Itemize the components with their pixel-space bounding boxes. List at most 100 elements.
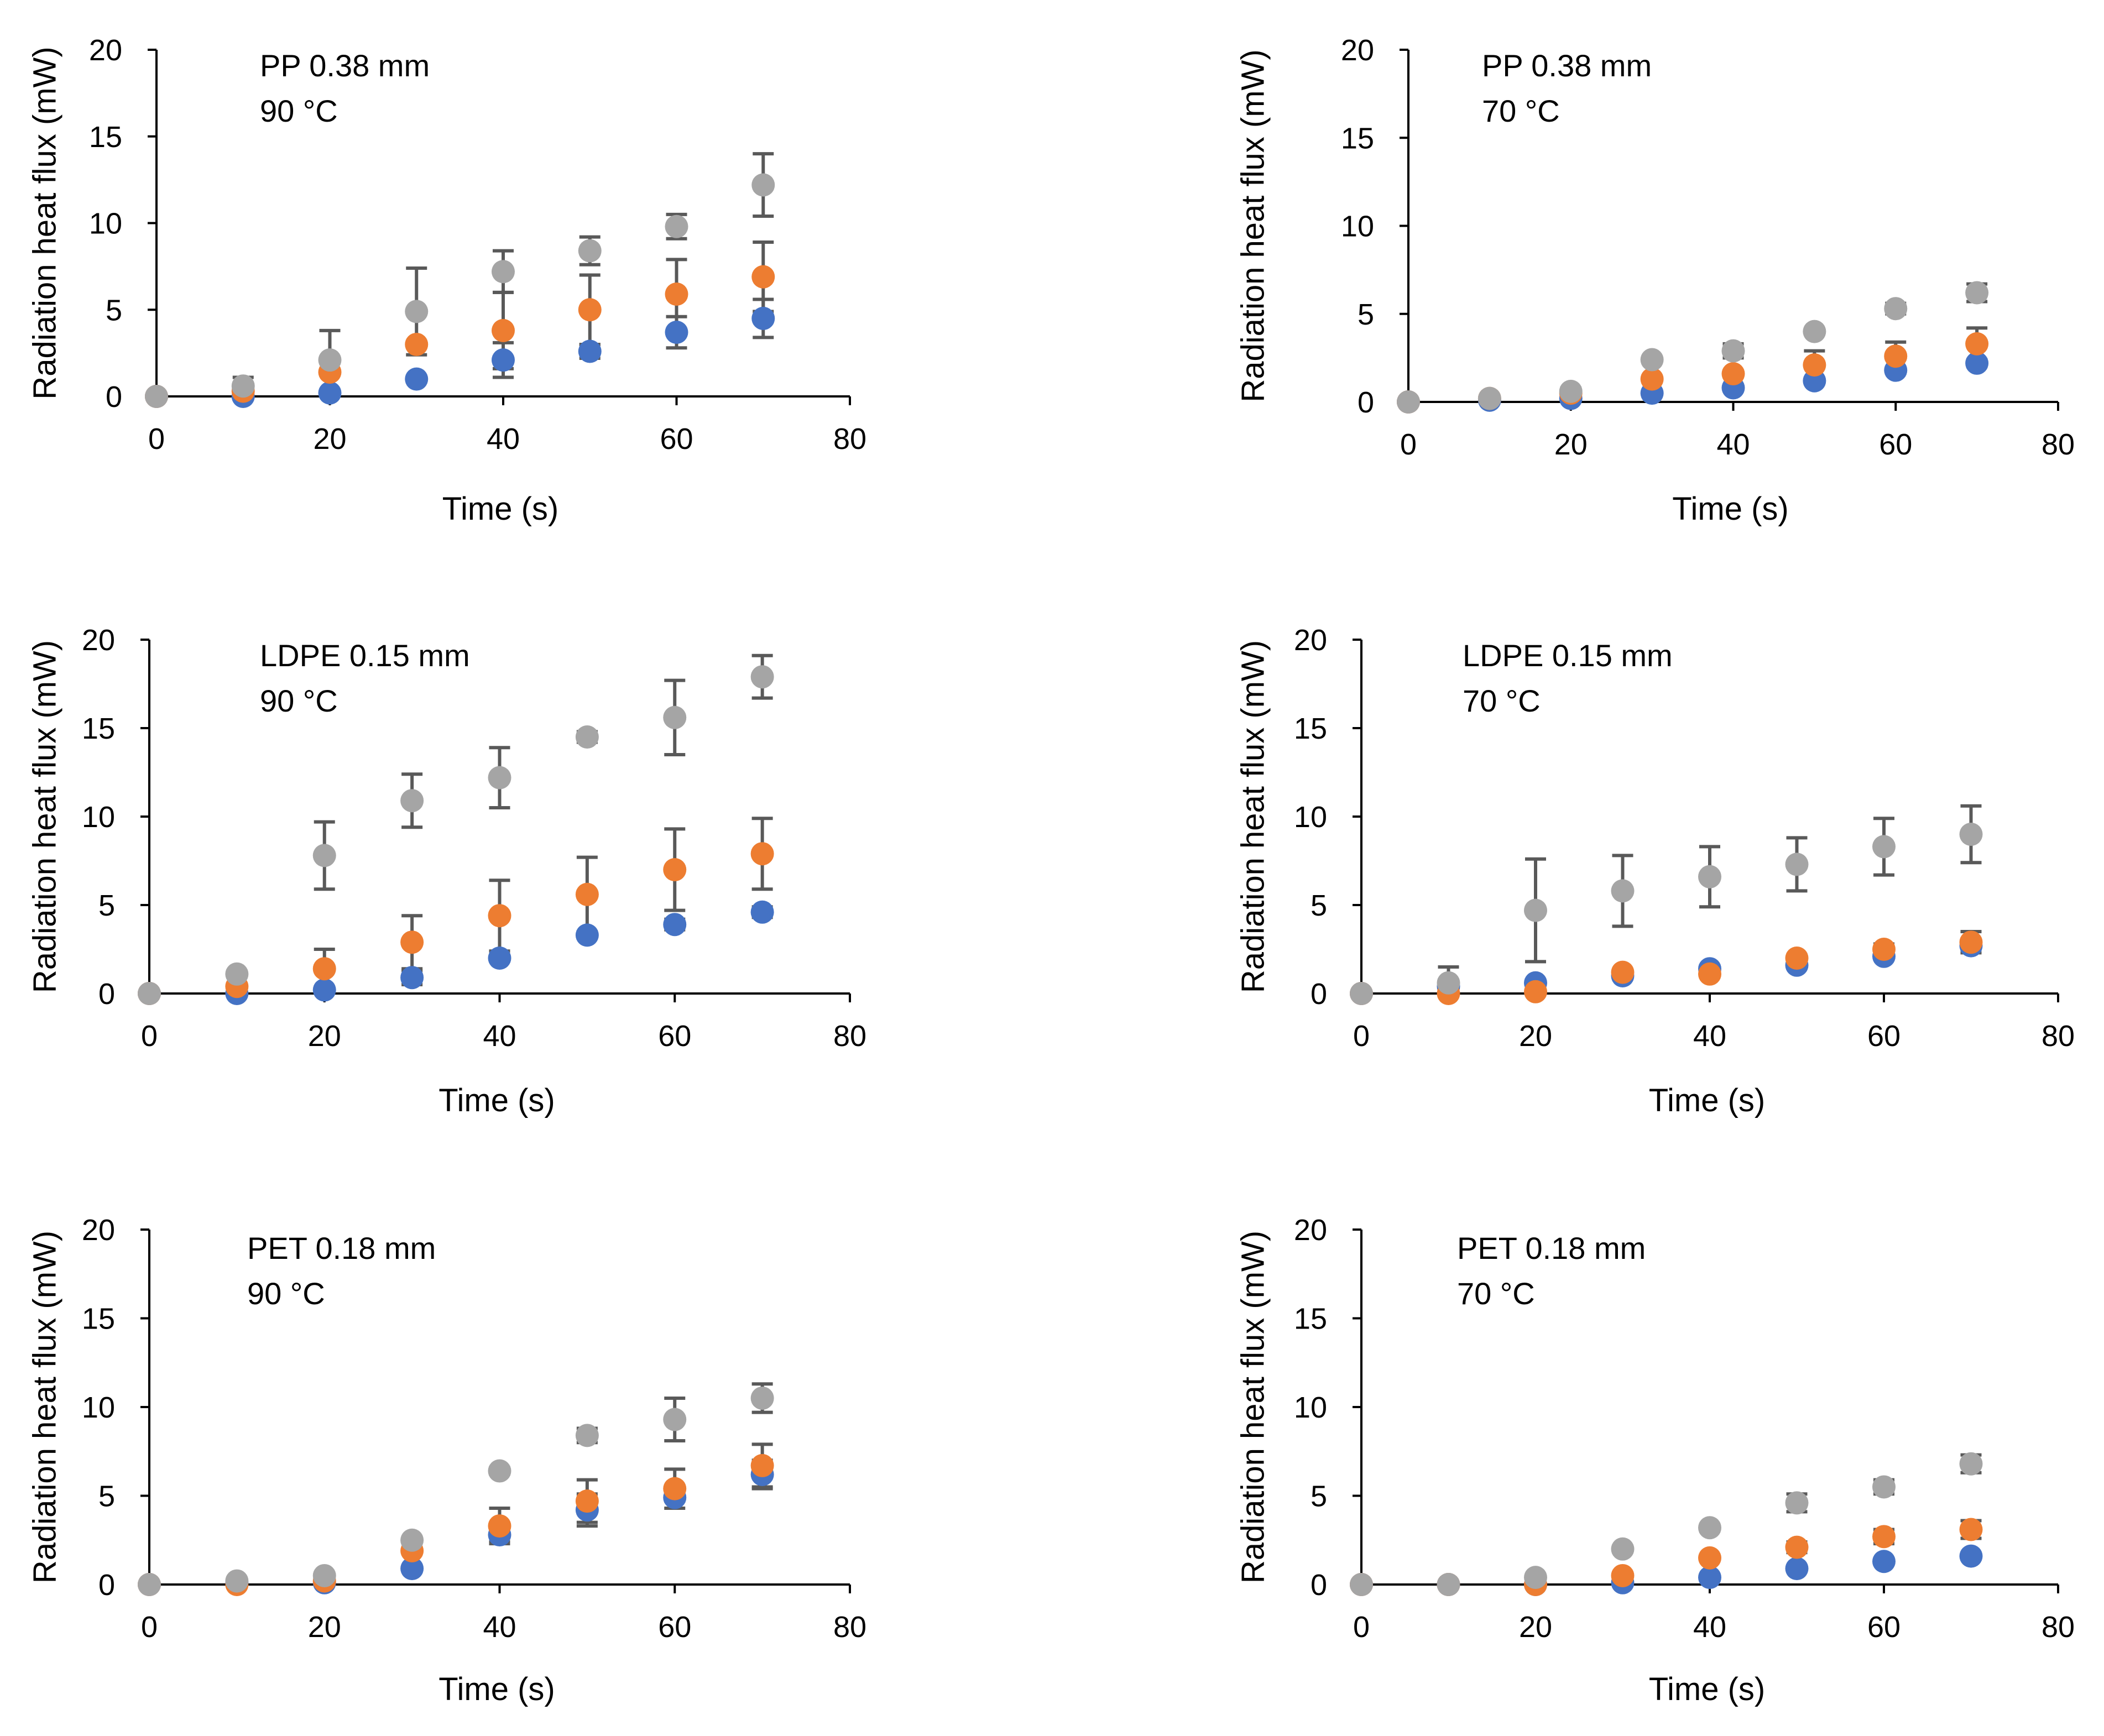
x-tick-label: 40 — [1693, 1610, 1726, 1644]
data-point-gray — [1872, 835, 1896, 859]
x-tick-label: 0 — [141, 1610, 158, 1644]
data-point-gray — [1884, 297, 1908, 321]
data-point-gray — [225, 1569, 249, 1593]
data-point-gray — [1640, 348, 1664, 372]
data-point-gray — [1698, 865, 1721, 888]
x-tick-label: 60 — [658, 1610, 691, 1644]
data-point-orange — [1959, 1518, 1983, 1541]
data-point-gray — [750, 665, 774, 689]
data-point-gray — [312, 1564, 336, 1587]
panel-temperature-label: 70 °C — [1482, 93, 1560, 128]
data-point-gray — [1437, 971, 1460, 995]
data-point-gray — [750, 1386, 774, 1410]
x-axis-title: Time (s) — [1649, 1671, 1765, 1707]
y-axis-title: Radiation heat flux (mW) — [1235, 49, 1271, 402]
data-point-gray — [1478, 386, 1501, 410]
y-tick-label: 10 — [1294, 1391, 1327, 1424]
data-point-orange — [1611, 1564, 1635, 1587]
data-point-blue — [750, 900, 774, 924]
panel-temperature-label: 70 °C — [1463, 683, 1541, 718]
x-tick-label: 80 — [833, 1019, 866, 1053]
data-point-orange — [488, 1514, 511, 1538]
data-point-gray — [1959, 1452, 1983, 1476]
x-tick-label: 60 — [1879, 428, 1912, 461]
data-point-blue — [1872, 1550, 1896, 1573]
x-tick-label: 20 — [1519, 1019, 1552, 1053]
panel-temperature-label: 90 °C — [247, 1276, 325, 1311]
chart-panel: 0 5 10 15 20 0 20 40 60 80 Time (s) Radiation heat … — [1235, 34, 2075, 527]
x-tick-label: 80 — [833, 1610, 866, 1644]
data-point-gray — [1721, 339, 1745, 363]
data-point-gray — [663, 1408, 687, 1431]
data-point-orange — [751, 265, 775, 289]
chart-panel: 0 5 10 15 20 0 20 40 60 80 Time (s) Radiation heat … — [27, 34, 866, 527]
data-point-gray — [1872, 1475, 1896, 1499]
data-point-orange — [1803, 353, 1826, 377]
x-tick-label: 60 — [1867, 1019, 1901, 1053]
data-point-gray — [492, 260, 515, 284]
data-point-gray — [665, 215, 688, 238]
y-tick-label: 0 — [98, 977, 115, 1011]
data-point-orange — [1785, 1535, 1809, 1559]
data-point-gray — [1397, 390, 1420, 414]
data-point-gray — [231, 374, 255, 398]
data-point-blue — [1959, 1544, 1983, 1568]
y-tick-label: 0 — [106, 380, 122, 414]
panel-material-label: PP 0.38 mm — [1482, 48, 1652, 83]
data-point-gray — [400, 789, 424, 813]
x-tick-label: 40 — [487, 422, 520, 456]
x-tick-label: 60 — [658, 1019, 691, 1053]
data-point-gray — [312, 844, 336, 867]
data-point-gray — [1524, 898, 1547, 922]
panel-material-label: LDPE 0.15 mm — [1463, 638, 1673, 673]
x-tick-label: 80 — [2042, 428, 2075, 461]
data-point-blue — [575, 923, 599, 947]
chart-panel: 0 5 10 15 20 0 20 40 60 80 Time (s) Radiation heat … — [1235, 1214, 2075, 1707]
data-point-gray — [1350, 982, 1373, 1005]
data-point-blue — [1965, 351, 1989, 375]
data-point-gray — [1611, 1537, 1635, 1561]
data-point-gray — [145, 385, 168, 408]
x-tick-label: 80 — [2042, 1610, 2075, 1644]
y-tick-label: 5 — [98, 889, 115, 922]
x-tick-label: 20 — [1554, 428, 1588, 461]
data-point-gray — [578, 239, 602, 263]
data-point-gray — [1611, 879, 1635, 903]
x-tick-label: 40 — [1693, 1019, 1726, 1053]
y-tick-label: 10 — [82, 801, 115, 834]
panel-temperature-label: 90 °C — [260, 93, 338, 128]
data-point-gray — [575, 1424, 599, 1447]
data-point-orange — [1640, 367, 1664, 391]
data-point-blue — [405, 367, 429, 391]
data-point-gray — [400, 1528, 424, 1552]
data-point-orange — [1872, 938, 1896, 961]
data-point-orange — [1785, 947, 1809, 970]
data-point-orange — [1698, 1546, 1721, 1570]
y-tick-label: 20 — [89, 34, 122, 67]
data-point-orange — [1959, 930, 1983, 954]
data-point-gray — [138, 982, 161, 1005]
data-point-blue — [492, 348, 515, 372]
y-axis-title: Radiation heat flux (mW) — [1235, 1231, 1271, 1583]
data-point-gray — [1437, 1573, 1460, 1596]
y-tick-label: 15 — [89, 121, 122, 154]
data-point-gray — [1959, 823, 1983, 846]
data-point-gray — [138, 1573, 161, 1596]
x-axis-title: Time (s) — [1672, 491, 1788, 527]
y-tick-label: 5 — [1311, 1480, 1327, 1513]
y-tick-label: 15 — [82, 712, 115, 745]
x-tick-label: 0 — [148, 422, 165, 456]
data-point-blue — [488, 947, 511, 970]
y-axis-title: Radiation heat flux (mW) — [27, 1231, 62, 1583]
data-point-gray — [225, 962, 249, 986]
data-point-orange — [1698, 962, 1721, 986]
y-tick-label: 0 — [1311, 977, 1327, 1011]
x-tick-label: 60 — [660, 422, 693, 456]
panel-material-label: LDPE 0.15 mm — [260, 638, 470, 673]
panel-material-label: PET 0.18 mm — [1457, 1231, 1646, 1266]
data-point-orange — [312, 957, 336, 981]
y-tick-label: 15 — [1341, 122, 1374, 155]
data-point-blue — [312, 978, 336, 1002]
data-point-orange — [492, 318, 515, 342]
data-point-orange — [750, 842, 774, 866]
